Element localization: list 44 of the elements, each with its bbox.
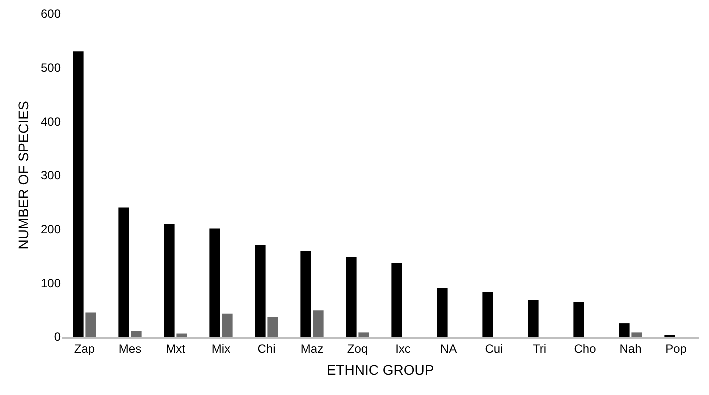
bar [176,334,188,337]
y-tick-label: 500 [40,61,62,76]
x-tick-label: Zoq [347,342,368,356]
bar [118,208,130,337]
bar [300,251,312,337]
y-tick-label: 300 [40,168,62,183]
x-tick-label: Mix [212,342,231,356]
y-tick-label: 400 [40,114,62,129]
bar [73,52,84,337]
x-tick-label: Cui [485,342,504,356]
y-axis-title: NUMBER OF SPECIES [16,101,32,250]
x-tick-label: Mxt [166,342,186,356]
bar [313,310,324,337]
x-tick-label: Maz [300,342,324,356]
x-tick-label: Tri [532,342,547,356]
x-tick-label: Mes [118,342,142,356]
y-tick-label: 100 [40,276,62,290]
bar [346,257,357,337]
bar [131,331,142,337]
bar [164,224,175,337]
bar [437,288,448,337]
x-tick-label: Nah [620,342,642,356]
bar [358,332,370,337]
bar [222,314,233,337]
bar [632,332,642,337]
y-tick-label: 0 [54,330,62,344]
bar [528,300,539,337]
y-tick-label: 200 [40,222,62,237]
x-tick-label: Ixc [396,342,411,356]
x-tick-label: NA [440,342,458,356]
bar [268,317,278,337]
bar [392,263,402,337]
x-tick-label: Chi [258,342,276,356]
bar [574,302,584,337]
bar [619,324,630,337]
x-tick-label: Pop [666,342,688,356]
bar [210,228,220,337]
y-tick-label: 600 [40,7,62,22]
x-tick-label: Cho [574,342,597,356]
x-tick-label: Zap [74,342,96,356]
x-axis-title: ETHNIC GROUP [326,362,434,378]
bar [482,292,494,337]
bar [255,245,266,337]
bar [86,312,96,337]
